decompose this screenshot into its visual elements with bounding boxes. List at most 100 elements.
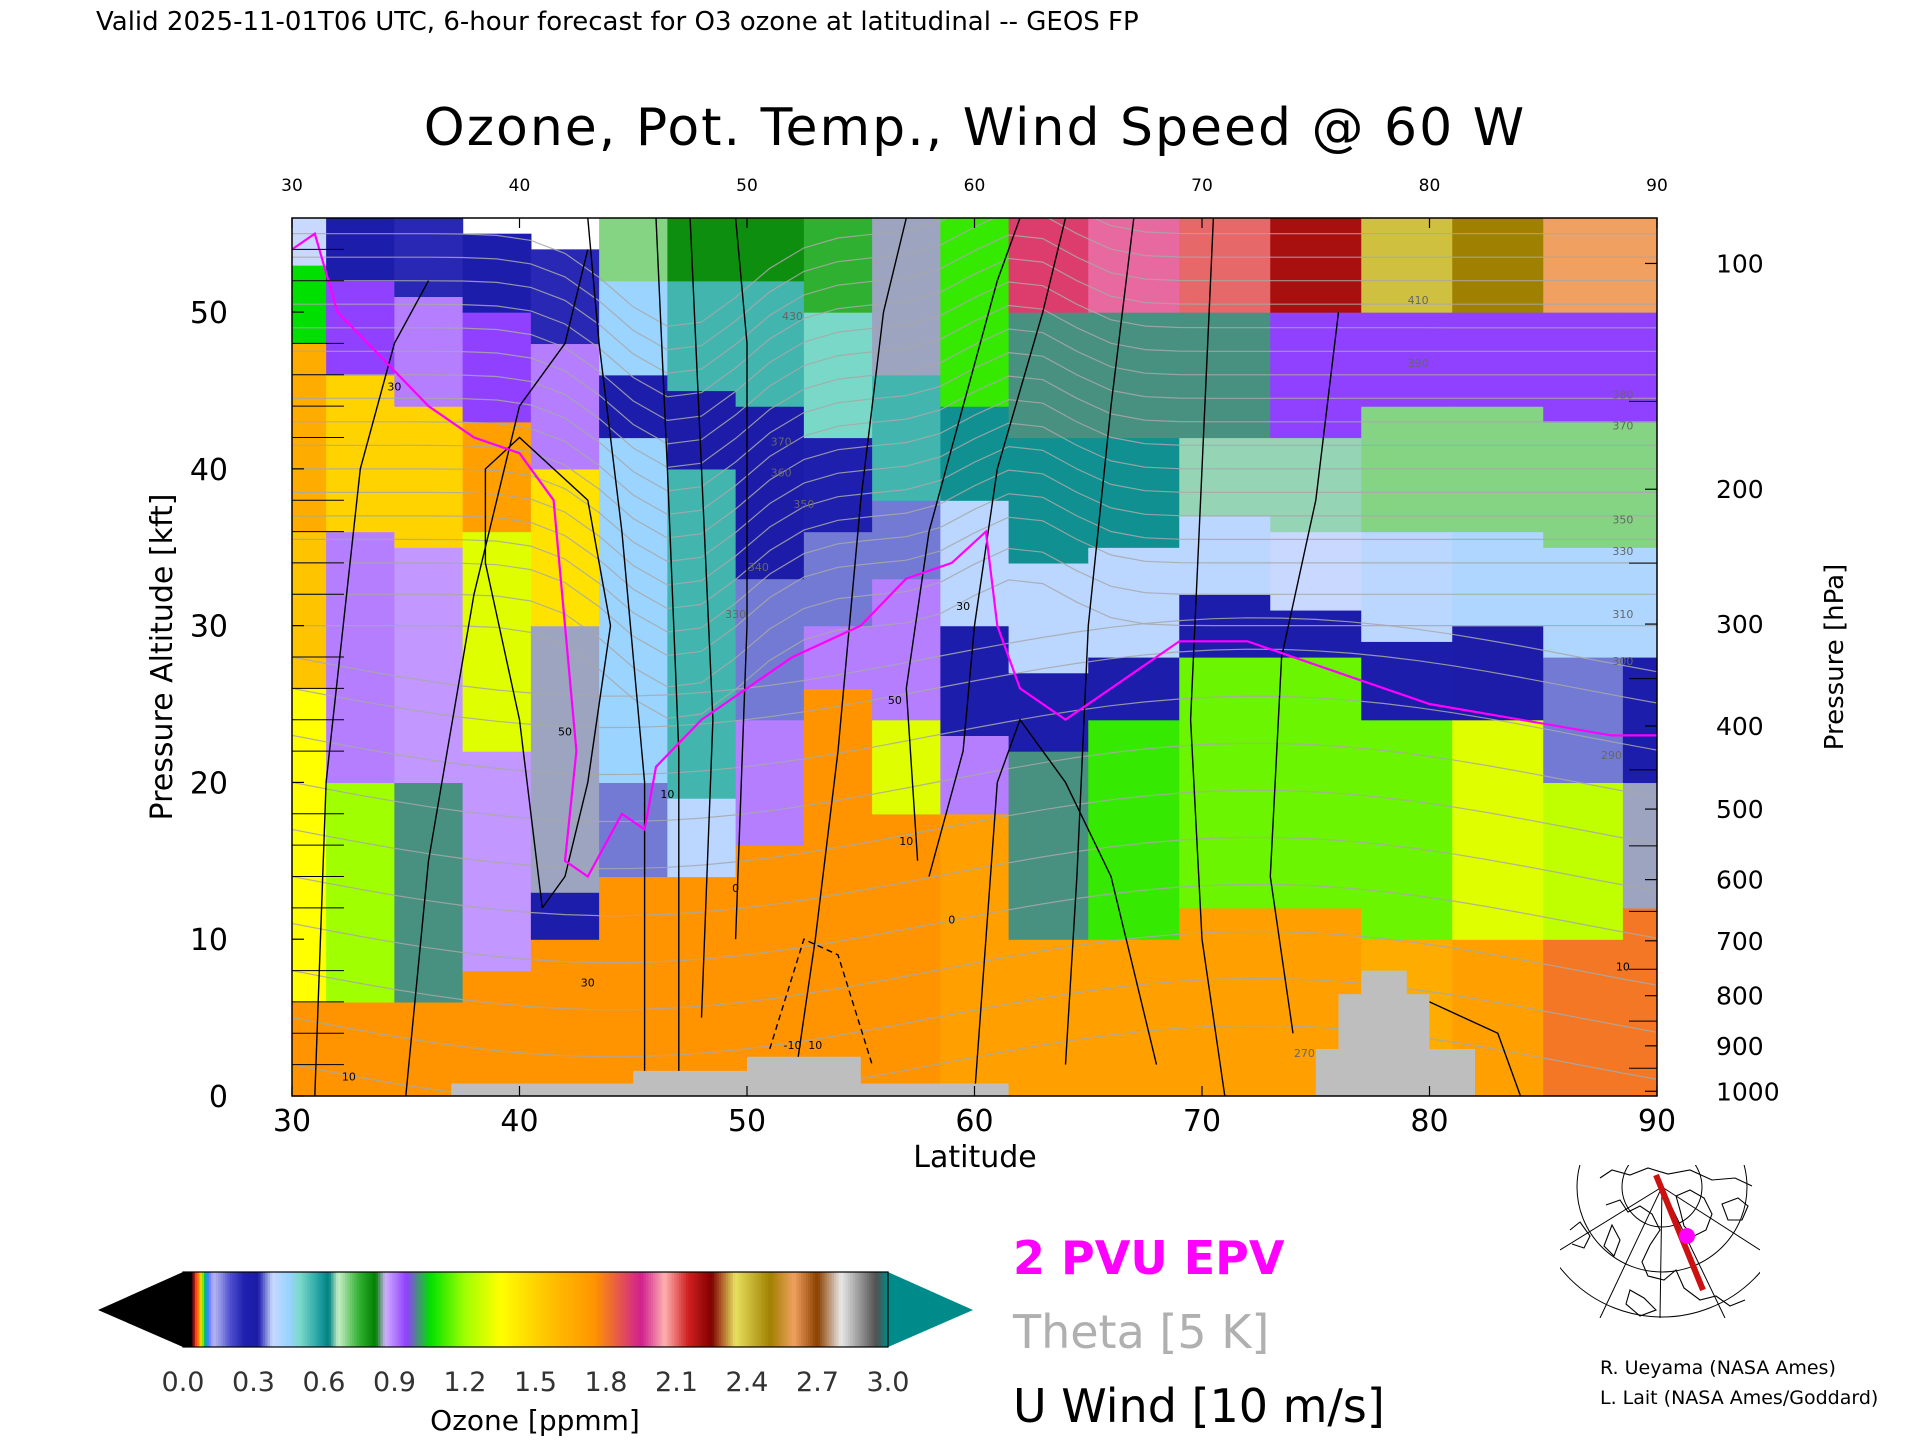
- colorbar-tick-label: 1.5: [514, 1367, 557, 1398]
- colorbar-swatch: [634, 1272, 638, 1347]
- ozone-cell: [462, 421, 532, 533]
- ozone-cell: [1543, 547, 1624, 658]
- colorbar-swatch: [751, 1272, 755, 1347]
- colorbar-swatch: [483, 1272, 487, 1347]
- colorbar-swatch: [824, 1272, 828, 1347]
- wind-contour-label: 30: [387, 380, 401, 393]
- colorbar-swatch: [678, 1272, 682, 1347]
- colorbar-swatch: [363, 1272, 367, 1347]
- ozone-cell: [1179, 907, 1271, 1096]
- theta-contour: [292, 398, 1657, 539]
- colorbar-swatch: [213, 1272, 217, 1347]
- colorbar-swatch: [674, 1272, 678, 1347]
- colorbar-swatch: [728, 1272, 732, 1347]
- contour-overlays: 2702903003103303503703803904104303703603…: [292, 218, 1657, 1096]
- colorbar-swatch: [514, 1272, 518, 1347]
- ozone-cell: [599, 437, 668, 784]
- colorbar-swatch: [241, 1272, 245, 1347]
- colorbar-swatch: [758, 1272, 762, 1347]
- colorbar-swatch: [194, 1272, 198, 1347]
- colorbar-swatch: [695, 1272, 699, 1347]
- colorbar-swatch: [671, 1272, 675, 1347]
- colorbar-swatch: [269, 1272, 273, 1347]
- wind-contour-label: 10: [1616, 961, 1630, 974]
- wind-contour-label: 10: [808, 1039, 822, 1052]
- colorbar-swatch: [237, 1272, 240, 1347]
- colorbar-swatch: [885, 1272, 889, 1347]
- colorbar-swatch: [255, 1272, 259, 1347]
- theta-contour-label: 390: [1408, 357, 1429, 370]
- colorbar-swatch: [521, 1272, 525, 1347]
- colorbar-swatch: [333, 1272, 337, 1347]
- colorbar-tick-label: 0.3: [232, 1367, 275, 1398]
- colorbar-swatch: [382, 1272, 386, 1347]
- colorbar-swatch: [568, 1272, 572, 1347]
- colorbar-swatch: [274, 1272, 278, 1347]
- ozone-cell: [1270, 437, 1362, 533]
- colorbar-swatch: [608, 1272, 612, 1347]
- ozone-cell: [1008, 562, 1089, 674]
- colorbar-swatch: [345, 1272, 349, 1347]
- colorbar-swatch: [584, 1272, 588, 1347]
- ozone-cell: [462, 233, 532, 313]
- ozone-cell: [1622, 547, 1657, 658]
- colorbar-swatch: [455, 1272, 459, 1347]
- colorbar-swatch: [328, 1272, 332, 1347]
- colorbar-swatch: [197, 1272, 201, 1347]
- colorbar-swatch: [669, 1272, 673, 1347]
- colorbar-swatch: [371, 1272, 374, 1347]
- colorbar-swatch: [418, 1272, 421, 1347]
- colorbar-swatch: [394, 1272, 398, 1347]
- colorbar-swatch: [582, 1272, 586, 1347]
- colorbar-swatch: [288, 1272, 292, 1347]
- ozone-cell: [462, 312, 532, 423]
- colorbar-swatch: [876, 1272, 880, 1347]
- ozone-cell: [803, 437, 873, 533]
- colorbar-swatch: [324, 1272, 327, 1347]
- colorbar-swatch: [862, 1272, 866, 1347]
- colorbar-swatch: [812, 1272, 816, 1347]
- top-tick-label: 50: [736, 176, 758, 196]
- colorbar-swatch: [227, 1272, 231, 1347]
- colorbar-tick-label: 1.2: [444, 1367, 487, 1398]
- theta-contour: [292, 469, 1657, 610]
- colorbar-swatch: [700, 1272, 703, 1347]
- colorbar-swatch: [692, 1272, 696, 1347]
- ozone-cell: [530, 892, 600, 940]
- colorbar-swatch: [810, 1272, 814, 1347]
- colorbar-swatch: [305, 1272, 309, 1347]
- theta-contour: [292, 257, 1657, 398]
- colorbar-swatch: [716, 1272, 720, 1347]
- ozone-cell: [1543, 312, 1624, 423]
- colorbar-swatch: [291, 1272, 295, 1347]
- colorbar-swatch: [739, 1272, 743, 1347]
- colorbar-swatch: [580, 1272, 584, 1347]
- colorbar-swatch: [537, 1272, 541, 1347]
- wind-contour-negative: [769, 938, 873, 1065]
- colorbar-swatch: [829, 1272, 833, 1347]
- colorbar-swatch: [761, 1272, 765, 1347]
- attribution-line-1: R. Ueyama (NASA Ames): [1600, 1357, 1836, 1379]
- colorbar-swatch: [251, 1272, 255, 1347]
- colorbar-swatch: [709, 1272, 713, 1347]
- colorbar-swatch: [721, 1272, 725, 1347]
- colorbar-swatch: [765, 1272, 769, 1347]
- colorbar-swatch: [826, 1272, 830, 1347]
- ozone-cell: [1008, 751, 1089, 940]
- colorbar-swatch: [603, 1272, 607, 1347]
- colorbar-swatch: [563, 1272, 567, 1347]
- ozone-cell: [394, 547, 464, 784]
- theta-contour-label: 270: [1294, 1047, 1315, 1060]
- ozone-cell: [803, 688, 873, 1096]
- colorbar-swatch: [509, 1272, 513, 1347]
- colorbar-swatch: [495, 1272, 499, 1347]
- wind-contour: [484, 436, 612, 909]
- colorbar-swatch: [465, 1272, 468, 1347]
- colorbar-swatch: [704, 1272, 708, 1347]
- wind-contour: [689, 218, 714, 1018]
- colorbar-swatch: [474, 1272, 478, 1347]
- wind-contour-label: 0: [732, 882, 739, 895]
- ozone-cell: [1008, 939, 1089, 1096]
- colorbar-swatch: [707, 1272, 710, 1347]
- theta-contour-label: 310: [1612, 608, 1633, 621]
